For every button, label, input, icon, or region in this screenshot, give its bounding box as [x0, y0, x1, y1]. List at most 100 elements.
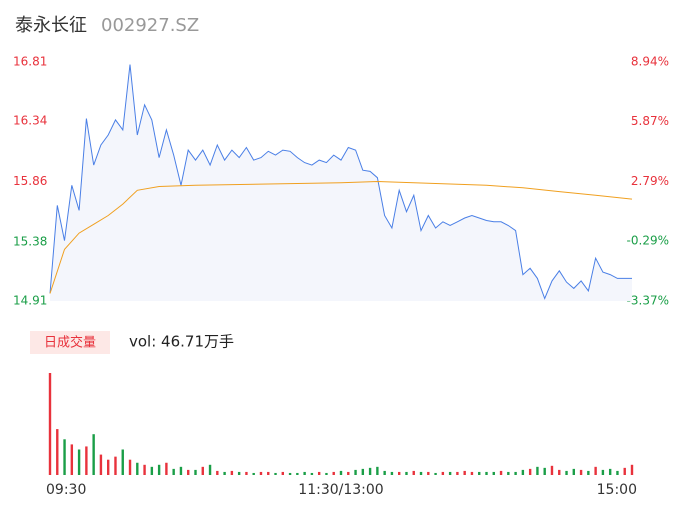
volume-bar	[237, 471, 241, 475]
y2-tick-label: 8.94%	[631, 55, 669, 69]
y2-tick-label: -0.29%	[627, 234, 669, 248]
volume-bar	[492, 471, 495, 475]
volume-bar	[543, 467, 546, 475]
volume-bar	[514, 471, 517, 475]
volume-bar	[601, 469, 605, 475]
x-tick-label: 09:30	[46, 482, 86, 498]
y-tick-label: 16.81	[13, 55, 47, 69]
volume-bar	[565, 470, 568, 475]
volume-bar	[470, 471, 474, 475]
volume-badge	[30, 331, 110, 354]
volume-bar	[252, 472, 255, 475]
volume-bar	[485, 471, 488, 475]
volume-bar	[230, 470, 234, 475]
price-line	[49, 64, 632, 300]
volume-bar	[558, 469, 561, 475]
volume-bar	[165, 462, 168, 475]
volume-bar	[332, 471, 335, 475]
volume-bar	[368, 467, 372, 475]
volume-bar	[274, 472, 277, 475]
volume-bar	[245, 471, 248, 475]
volume-bar	[441, 471, 445, 475]
volume-bar	[121, 449, 124, 475]
volume-bar	[63, 439, 66, 475]
chart-subtitle: 002927.SZ	[101, 15, 199, 36]
volume-bar	[507, 471, 510, 475]
volume-bar	[376, 466, 379, 475]
volume-bar	[550, 465, 554, 475]
volume-bar	[347, 471, 350, 475]
volume-label: vol: 46.71万手	[129, 333, 234, 351]
volume-bar	[114, 456, 117, 475]
volume-bar	[172, 468, 175, 475]
volume-bar	[521, 469, 525, 475]
volume-bar	[77, 449, 81, 475]
y2-tick-label: 2.79%	[631, 174, 669, 188]
volume-bar	[572, 468, 575, 475]
volume-bar	[179, 466, 183, 475]
volume-bar	[383, 470, 386, 475]
volume-bar	[143, 464, 146, 475]
volume-bar	[361, 468, 365, 475]
volume-bar	[608, 468, 612, 475]
volume-bar	[310, 472, 314, 475]
volume-bar	[623, 467, 626, 475]
volume-bar	[259, 471, 263, 475]
volume-bar	[157, 464, 161, 475]
volume-bar	[536, 466, 539, 475]
volume-bar	[136, 462, 139, 475]
x-tick-label: 11:30/13:00	[298, 482, 383, 498]
volume-bar	[412, 470, 415, 475]
volume-bar	[405, 471, 408, 475]
volume-bar	[616, 470, 619, 475]
volume-bar	[194, 469, 197, 475]
volume-bar	[478, 471, 481, 475]
volume-bar	[448, 471, 452, 475]
volume-bar	[92, 434, 95, 475]
volume-bar	[187, 469, 190, 475]
volume-bar	[85, 446, 88, 475]
chart-title: 泰永长征	[15, 15, 87, 36]
volume-bar	[463, 470, 466, 475]
volume-bar	[281, 471, 284, 475]
y2-tick-label: 5.87%	[631, 114, 669, 128]
volume-bar	[107, 459, 110, 475]
volume-bar	[56, 429, 59, 475]
volume-bar	[398, 471, 401, 475]
volume-bar	[339, 470, 343, 475]
volume-bar	[325, 472, 328, 475]
volume-bar	[390, 471, 394, 475]
volume-bar	[267, 471, 270, 475]
volume-bar	[128, 459, 132, 475]
volume-bar	[434, 472, 437, 475]
volume-bar	[99, 454, 103, 475]
volume-bar	[587, 470, 590, 475]
y-tick-label: 16.34	[13, 114, 47, 128]
volume-bar	[208, 464, 212, 475]
volume-bar	[317, 471, 321, 475]
volume-bar	[419, 471, 423, 475]
volume-bar	[223, 471, 226, 475]
volume-bar	[48, 373, 52, 475]
volume-bar	[427, 471, 430, 475]
volume-bar	[528, 468, 532, 475]
y-tick-label: 15.86	[13, 174, 47, 188]
volume-bar	[288, 472, 292, 475]
volume-bar	[499, 470, 503, 475]
volume-bar	[150, 466, 154, 475]
volume-bar	[456, 471, 459, 475]
volume-bar	[594, 466, 597, 475]
volume-bar	[216, 470, 219, 475]
volume-bar	[354, 469, 357, 475]
volume-bar	[70, 444, 74, 475]
volume-bar	[630, 464, 634, 475]
average-line	[49, 180, 633, 294]
y-tick-label: 14.91	[13, 294, 47, 308]
x-tick-label: 15:00	[597, 482, 637, 498]
volume-bar	[579, 469, 583, 475]
y2-tick-label: -3.37%	[627, 294, 669, 308]
volume-bar	[303, 471, 306, 475]
volume-bar	[201, 466, 204, 475]
